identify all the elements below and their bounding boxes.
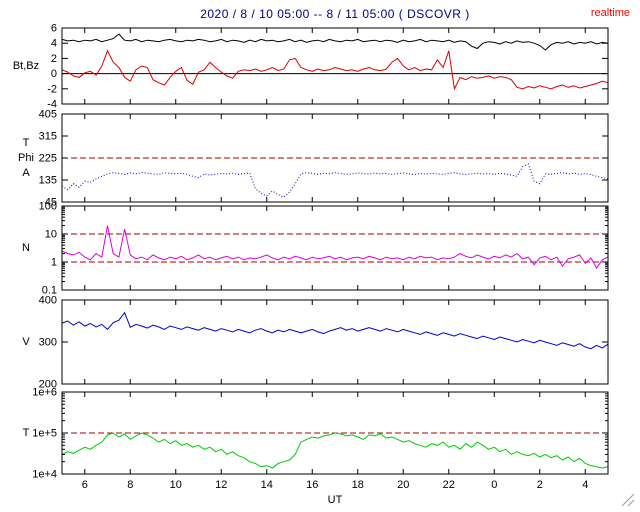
ytick-label: -2 xyxy=(47,83,57,95)
xtick-label: 16 xyxy=(306,479,318,491)
xtick-label: 10 xyxy=(170,479,182,491)
ytick-label: 405 xyxy=(39,109,57,121)
ytick-label: 300 xyxy=(39,337,57,349)
panel-2: 405 315 225 135 45 xyxy=(39,109,609,209)
panel-5: 1e+6 1e+5 1e+4 xyxy=(32,387,609,481)
xaxis-title: UT xyxy=(327,494,343,506)
xtick-label: 8 xyxy=(127,479,133,491)
panel-frame xyxy=(61,205,609,291)
ytick-label: 0.1 xyxy=(42,285,57,297)
series-V xyxy=(61,311,609,350)
ytick-label: 1e+5 xyxy=(32,428,57,440)
xtick-label: 6 xyxy=(82,479,88,491)
xtick-label: 22 xyxy=(443,479,455,491)
ylabel-line: T xyxy=(22,426,30,439)
ylabel-line: A xyxy=(22,166,30,179)
ytick-label: 200 xyxy=(39,379,57,391)
ytick-label: 2 xyxy=(51,53,57,65)
panel-frame xyxy=(61,299,609,385)
panel3-ylabel: N xyxy=(2,241,50,256)
xtick-label: 14 xyxy=(261,479,273,491)
panel4-ylabel: V xyxy=(2,335,50,350)
panel-frame xyxy=(61,27,609,105)
panel5-ylabel: T xyxy=(2,426,50,441)
series-N xyxy=(61,225,609,270)
xtick-label: 4 xyxy=(582,479,588,491)
ytick-label: 0 xyxy=(51,68,57,80)
ytick-label: 10 xyxy=(45,229,57,241)
resize-hatch-icon xyxy=(621,493,635,507)
xtick-label: 2 xyxy=(537,479,543,491)
ytick-label: -4 xyxy=(47,99,57,111)
panel-4: 400 300 200 xyxy=(39,295,609,391)
ytick-label: 225 xyxy=(39,153,57,165)
xtick-label: 12 xyxy=(215,479,227,491)
panel1-ylabel: Bt,Bz xyxy=(2,59,50,74)
panel-3: 100 10 1 0.1 xyxy=(39,201,609,297)
series-T xyxy=(61,432,609,469)
series-Phi xyxy=(61,163,609,198)
ytick-label: 400 xyxy=(39,295,57,307)
plot-title: 2020 / 8 / 10 05:00 -- 8 / 11 05:00 ( DS… xyxy=(200,7,470,21)
ylabel-line: N xyxy=(22,241,30,254)
series-Bt xyxy=(61,33,609,51)
ytick-label: 1e+4 xyxy=(32,469,57,481)
ytick-label: 100 xyxy=(39,201,57,213)
xtick-label: 0 xyxy=(491,479,497,491)
ytick-label: 135 xyxy=(39,175,57,187)
ytick-label: 1 xyxy=(51,257,57,269)
xtick-label: 20 xyxy=(397,479,409,491)
realtime-badge: realtime xyxy=(590,7,630,19)
ylabel-line: Bt,Bz xyxy=(12,59,40,72)
ytick-label: 45 xyxy=(45,197,57,209)
ylabel-line: T xyxy=(22,136,30,149)
ylabel-line: V xyxy=(22,335,30,348)
xtick-label: 18 xyxy=(352,479,364,491)
ytick-label: 1e+6 xyxy=(32,387,57,399)
ytick-label: 4 xyxy=(51,38,57,50)
ylabel-line: Phi xyxy=(18,151,34,164)
ytick-label: 6 xyxy=(51,23,57,35)
series-Bz xyxy=(61,49,609,91)
panel-1: 6 4 2 0 -2 -4 xyxy=(47,23,609,111)
ytick-label: 315 xyxy=(39,131,57,143)
panel2-ylabel: T Phi A xyxy=(2,136,50,181)
